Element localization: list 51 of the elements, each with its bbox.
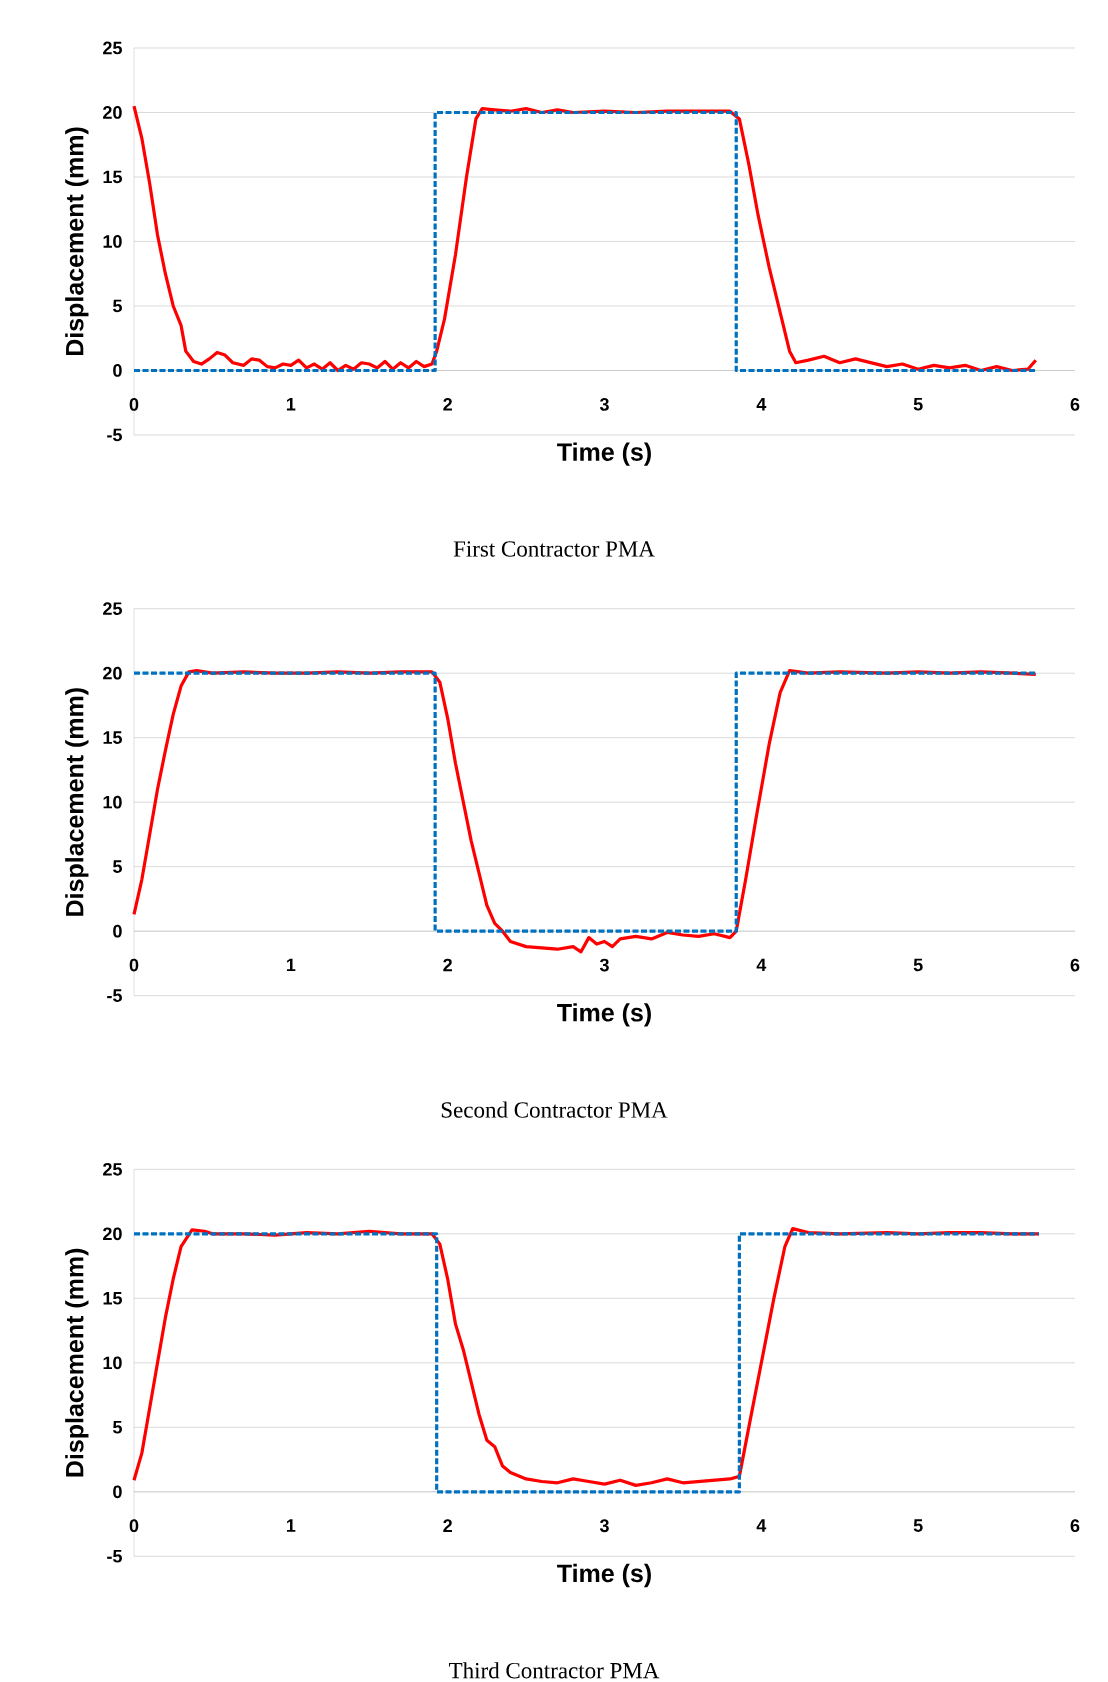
x-axis-title: Time (s) bbox=[557, 1003, 651, 1027]
y-axis-title: Displacement (mm) bbox=[65, 688, 89, 916]
x-tick-label: 2 bbox=[443, 398, 452, 411]
y-tick-label: 0 bbox=[113, 1485, 122, 1499]
y-tick-label: 15 bbox=[103, 170, 122, 184]
x-tick-label: 2 bbox=[443, 1519, 452, 1532]
y-tick-label: 25 bbox=[103, 41, 122, 55]
x-tick-label: 0 bbox=[129, 958, 139, 972]
y-tick-label: 25 bbox=[103, 1162, 122, 1176]
y-tick-label: 0 bbox=[113, 924, 122, 938]
y-tick-label: 10 bbox=[103, 1356, 122, 1370]
y-axis-title: Displacement (mm) bbox=[65, 127, 89, 356]
y-tick-label: 5 bbox=[113, 299, 122, 313]
y-axis-title: Displacement (mm) bbox=[65, 1248, 89, 1477]
x-tick-label: 1 bbox=[286, 1519, 296, 1532]
x-tick-label: 0 bbox=[129, 1519, 139, 1533]
x-tick-label: 6 bbox=[1070, 398, 1080, 411]
y-tick-label: 15 bbox=[103, 1292, 122, 1305]
text: First Contractor PMA bbox=[453, 541, 655, 557]
y-tick-label: 20 bbox=[103, 106, 122, 119]
x-tick-label: 6 bbox=[1070, 958, 1080, 972]
y-tick-label: 20 bbox=[103, 1227, 122, 1241]
text: Second Contractor PMA bbox=[441, 1101, 668, 1118]
x-tick-label: 1 bbox=[286, 398, 296, 411]
x-axis-title: Time (s) bbox=[557, 1563, 651, 1588]
x-tick-label: 4 bbox=[756, 958, 767, 972]
x-tick-label: 6 bbox=[1070, 1519, 1080, 1533]
y-tick-label: 10 bbox=[103, 235, 122, 248]
x-tick-label: 2 bbox=[443, 958, 452, 972]
x-tick-label: 3 bbox=[599, 958, 609, 972]
x-tick-label: 4 bbox=[756, 398, 767, 411]
y-tick-label: 15 bbox=[103, 731, 122, 744]
x-tick-label: 5 bbox=[913, 398, 923, 411]
x-tick-label: 5 bbox=[913, 958, 923, 972]
x-tick-label: 3 bbox=[599, 398, 609, 411]
y-tick-label: 5 bbox=[113, 1421, 122, 1434]
y-tick-label: -5 bbox=[107, 428, 122, 442]
y-tick-label: 5 bbox=[113, 860, 122, 873]
x-tick-label: 1 bbox=[286, 958, 296, 972]
y-tick-label: 20 bbox=[103, 666, 122, 680]
x-tick-label: 3 bbox=[599, 1519, 609, 1533]
x-tick-label: 0 bbox=[129, 398, 139, 411]
y-tick-label: -5 bbox=[107, 989, 122, 1002]
y-tick-label: -5 bbox=[107, 1550, 122, 1563]
y-tick-label: 0 bbox=[113, 364, 122, 377]
x-axis-title: Time (s) bbox=[557, 442, 651, 466]
y-tick-label: 10 bbox=[103, 795, 122, 809]
text: Third Contractor PMA bbox=[449, 1662, 660, 1679]
y-tick-label: 25 bbox=[103, 602, 122, 616]
x-tick-label: 5 bbox=[913, 1519, 923, 1532]
x-tick-label: 4 bbox=[756, 1519, 767, 1532]
